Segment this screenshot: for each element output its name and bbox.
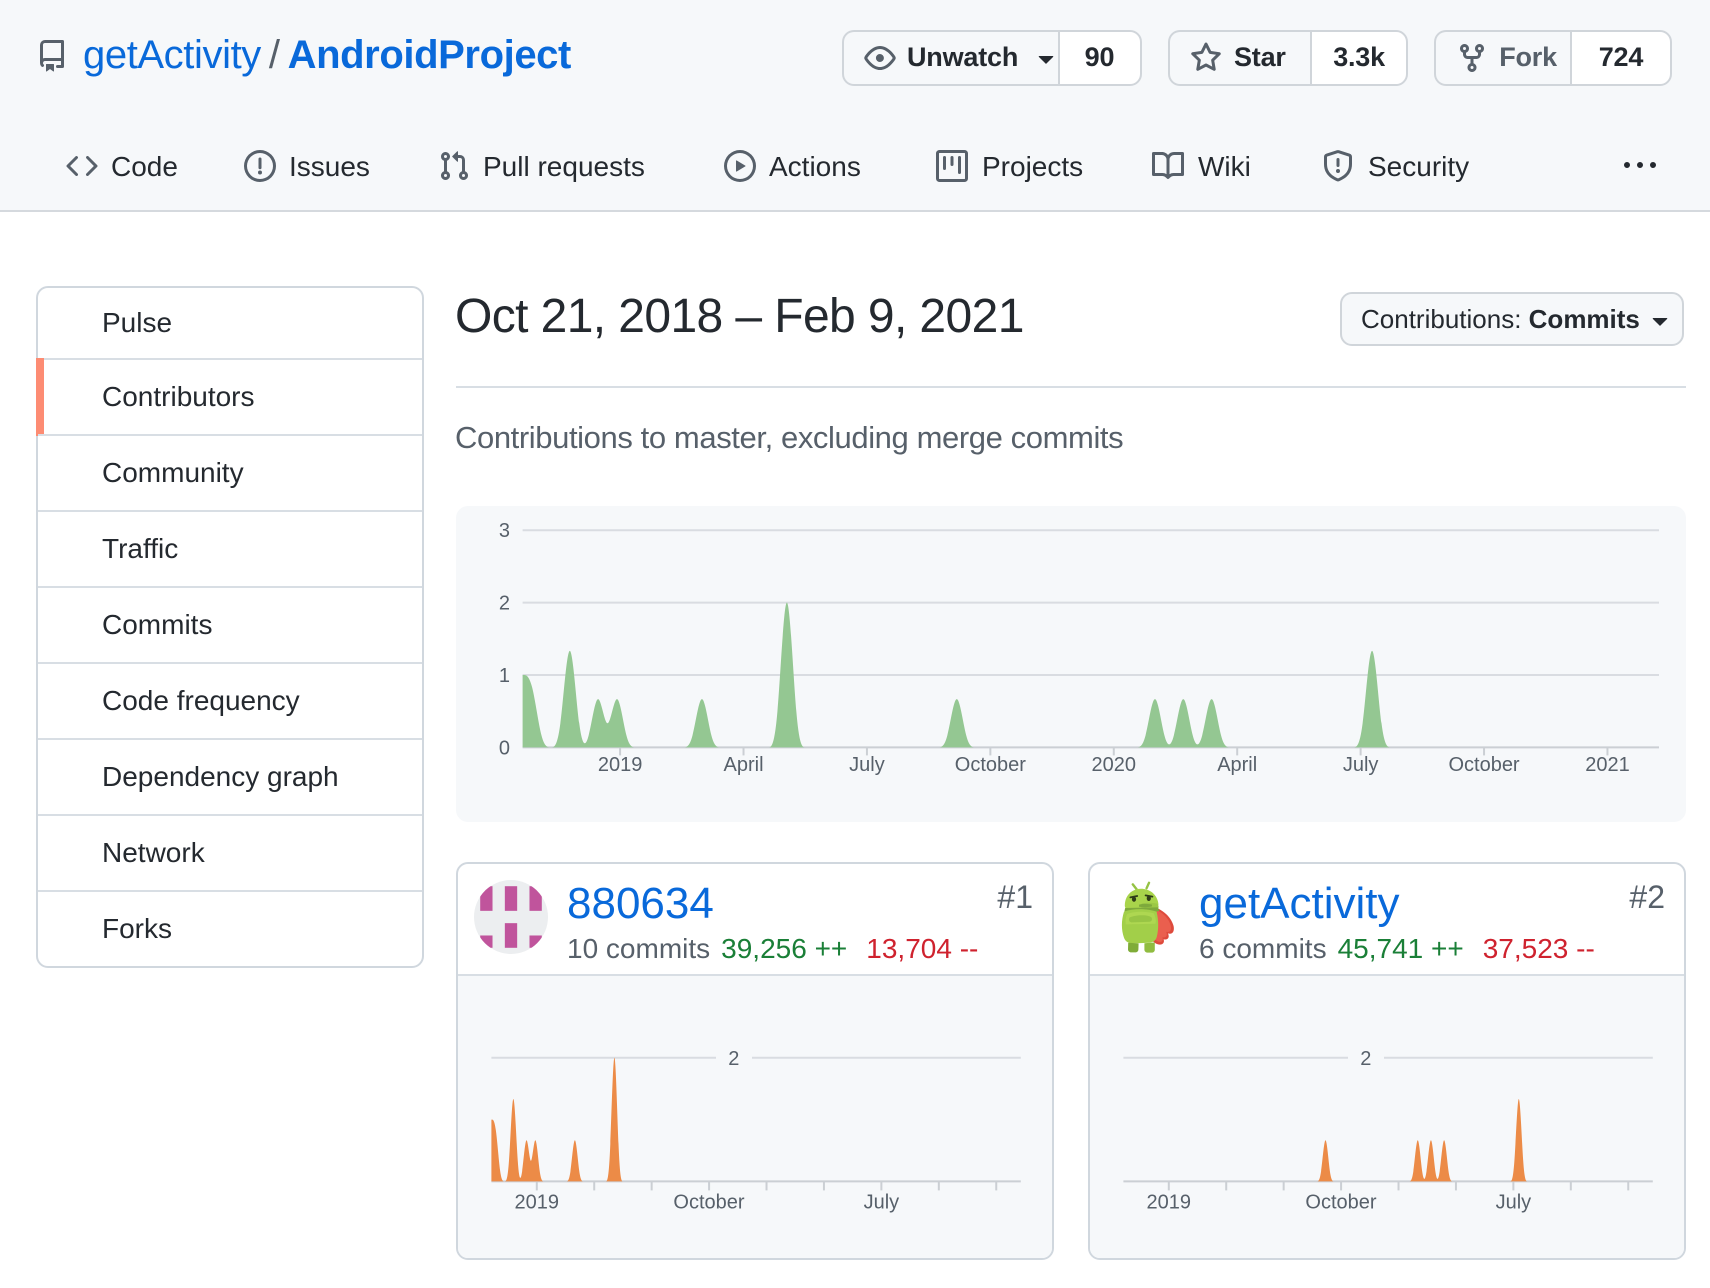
svg-text:2020: 2020 [1091,753,1136,775]
svg-text:July: July [1495,1191,1531,1213]
svg-text:2: 2 [1359,1047,1370,1069]
svg-text:2: 2 [498,592,509,614]
svg-text:April: April [1216,753,1256,775]
svg-text:July: July [1342,753,1378,775]
svg-text:2: 2 [727,1047,738,1069]
svg-text:2021: 2021 [1584,753,1629,775]
svg-text:October: October [954,753,1025,775]
svg-text:2019: 2019 [597,753,642,775]
svg-text:July: July [863,1191,899,1213]
svg-text:April: April [723,753,763,775]
svg-text:October: October [1304,1191,1375,1213]
svg-text:0: 0 [498,736,509,758]
svg-text:2019: 2019 [514,1191,559,1213]
svg-text:July: July [848,753,884,775]
svg-text:2019: 2019 [1146,1191,1191,1213]
svg-text:1: 1 [498,664,509,686]
svg-text:October: October [672,1191,743,1213]
svg-text:3: 3 [498,519,509,541]
svg-text:October: October [1447,753,1518,775]
